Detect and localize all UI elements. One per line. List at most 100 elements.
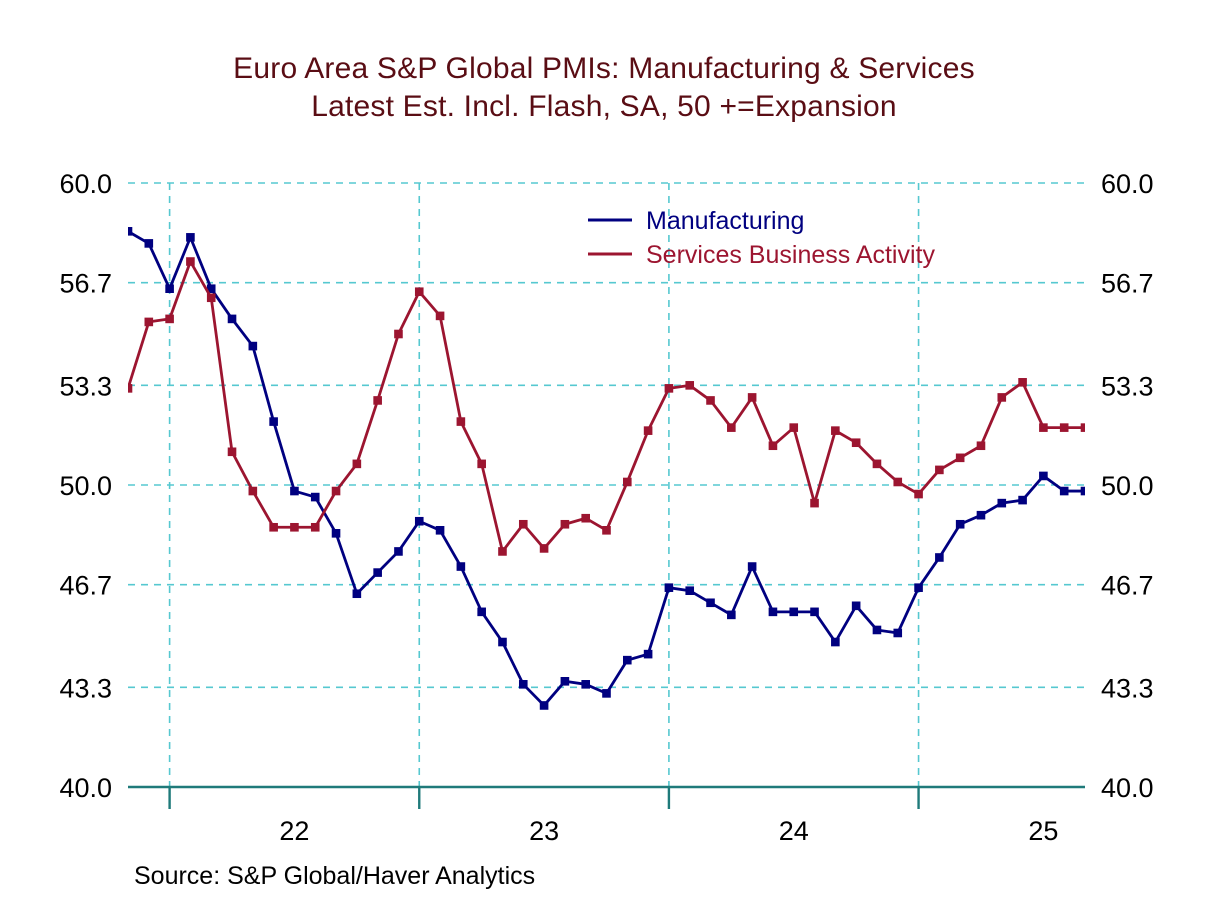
data-point-marker (602, 526, 611, 535)
y-axis-tick-label-right: 50.0 (1101, 471, 1154, 501)
data-point-marker (831, 426, 840, 435)
y-axis-tick-label-right: 46.7 (1101, 571, 1154, 601)
data-point-marker (248, 486, 258, 496)
y-axis-tick-label-left: 43.3 (59, 673, 112, 703)
data-point-marker (914, 489, 923, 499)
data-point-marker (269, 417, 278, 426)
data-point-marker (789, 423, 799, 432)
data-point-marker (831, 637, 840, 647)
data-point-marker (955, 453, 965, 463)
data-point-marker (768, 441, 778, 451)
series-line (128, 260, 1085, 553)
data-point-marker (872, 459, 882, 469)
data-point-marker (186, 257, 195, 266)
data-point-marker (623, 655, 632, 665)
series-manufacturing (128, 227, 1085, 710)
data-point-marker (456, 562, 466, 571)
y-axis-tick-label-left: 60.0 (59, 169, 112, 199)
data-point-marker (664, 384, 674, 393)
data-point-marker (373, 568, 382, 577)
data-point-marker (851, 438, 861, 448)
data-point-marker (727, 610, 736, 620)
x-axis-tick-label: 25 (1028, 816, 1058, 846)
data-point-marker (664, 583, 674, 592)
data-point-marker (997, 498, 1007, 508)
data-point-marker (165, 314, 174, 324)
data-point-marker (872, 625, 882, 635)
y-axis-tick-label-right: 60.0 (1101, 169, 1154, 199)
y-axis-tick-label-left: 56.7 (59, 269, 112, 299)
data-point-marker (310, 492, 320, 502)
data-point-marker (768, 607, 778, 617)
data-point-marker (747, 562, 757, 571)
data-point-marker (373, 396, 382, 405)
data-point-marker (747, 393, 757, 402)
data-point-marker (331, 529, 341, 538)
data-point-marker (144, 239, 154, 248)
data-point-marker (414, 516, 424, 526)
data-point-marker (976, 441, 986, 451)
data-point-marker (518, 519, 528, 529)
data-point-marker (581, 513, 590, 523)
data-point-marker (248, 341, 258, 351)
data-point-marker (352, 589, 362, 599)
data-point-marker (394, 547, 403, 556)
data-point-marker (810, 498, 819, 508)
data-point-marker (456, 417, 466, 426)
data-point-marker (1059, 423, 1069, 432)
data-point-marker (643, 649, 653, 659)
y-axis-tick-label-right: 43.3 (1101, 673, 1154, 703)
data-point-marker (976, 510, 986, 520)
y-axis-tick-label-right: 53.3 (1101, 371, 1154, 401)
data-point-marker (727, 423, 736, 432)
data-point-marker (477, 459, 486, 469)
data-point-marker (789, 607, 799, 617)
data-point-marker (518, 680, 528, 689)
data-point-marker (144, 317, 154, 327)
data-point-marker (1059, 486, 1069, 496)
data-point-marker (539, 544, 549, 553)
x-axis-tick-label: 22 (279, 816, 309, 846)
data-point-marker (1018, 378, 1027, 387)
data-point-marker (560, 677, 570, 686)
data-point-marker (186, 233, 195, 242)
data-point-marker (623, 477, 632, 487)
data-point-marker (1080, 423, 1085, 432)
data-point-marker (997, 393, 1007, 402)
legend-label-1: Services Business Activity (646, 241, 935, 269)
data-point-marker (290, 486, 299, 496)
data-point-marker (1080, 486, 1085, 496)
data-point-marker (310, 522, 320, 532)
y-axis-tick-label-right: 40.0 (1101, 773, 1154, 803)
legend-label-0: Manufacturing (646, 207, 804, 235)
data-point-marker (206, 284, 216, 293)
data-point-marker (810, 607, 819, 617)
data-point-marker (560, 519, 570, 529)
data-point-marker (581, 680, 590, 689)
chart-title-line-2: Latest Est. Incl. Flash, SA, 50 +=Expans… (311, 90, 897, 123)
x-axis-tick-label: 23 (529, 816, 559, 846)
data-point-marker (1018, 495, 1027, 505)
data-point-marker (498, 547, 507, 556)
data-point-marker (477, 607, 486, 617)
data-point-marker (1039, 471, 1048, 481)
y-axis-tick-label-left: 40.0 (59, 773, 112, 803)
data-point-marker (685, 586, 695, 595)
data-point-marker (206, 293, 216, 303)
data-point-marker (128, 384, 133, 393)
data-point-marker (352, 459, 362, 469)
data-point-marker (331, 486, 341, 496)
x-axis-tick-label: 24 (779, 816, 809, 846)
data-point-marker (643, 426, 653, 435)
data-point-marker (498, 637, 507, 647)
data-point-marker (602, 689, 611, 698)
data-point-marker (128, 227, 133, 236)
chart-title-line-1: Euro Area S&P Global PMIs: Manufacturing… (233, 52, 975, 85)
data-point-marker (394, 329, 403, 339)
data-point-marker (893, 477, 903, 487)
y-axis-tick-label-right: 56.7 (1101, 269, 1154, 299)
y-axis-tick-label-left: 46.7 (59, 571, 112, 601)
data-point-marker (435, 526, 445, 535)
